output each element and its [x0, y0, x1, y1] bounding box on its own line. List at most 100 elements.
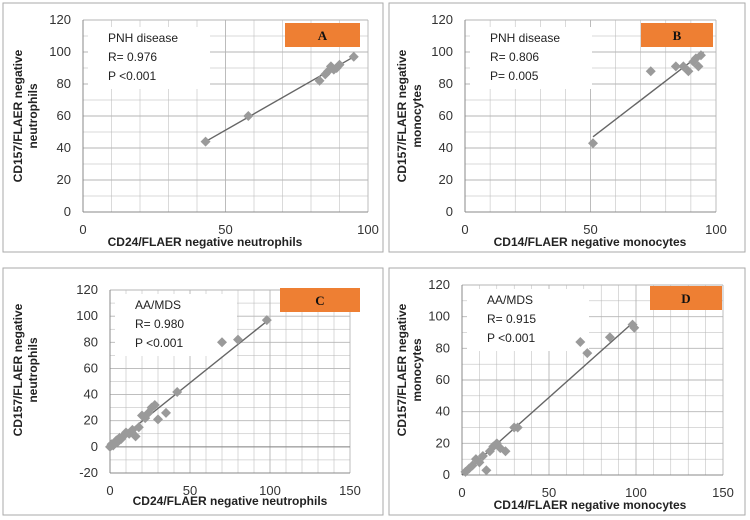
data-point: [477, 451, 488, 461]
data-point: [512, 422, 523, 433]
y-tick-label: 100: [76, 308, 98, 323]
data-point: [348, 51, 359, 62]
data-point: [243, 111, 254, 121]
y-tick-label: 100: [49, 44, 71, 59]
y-tick-label: 60: [436, 372, 450, 387]
panel-label-box: [280, 288, 360, 312]
y-tick-label: 80: [439, 76, 453, 91]
x-tick-label: 0: [106, 483, 113, 498]
stats-annotation: R= 0.806: [490, 50, 539, 64]
y-tick-label: 40: [439, 140, 453, 155]
y-tick-label: 20: [57, 172, 71, 187]
x-tick-label: 150: [712, 485, 734, 500]
y-axis-title-line: neutrophils: [26, 337, 40, 403]
y-tick-label: 80: [84, 334, 98, 349]
x-axis-title: CD14/FLAER negative monocytes: [494, 235, 687, 249]
y-axis-title-line: CD157/FLAER negative: [395, 303, 409, 436]
data-point: [161, 407, 171, 418]
data-point: [575, 337, 586, 347]
x-tick-label: 100: [625, 485, 647, 500]
y-tick-label: 40: [84, 387, 98, 402]
y-tick-label: 60: [57, 108, 71, 123]
y-tick-label: 60: [84, 360, 98, 375]
x-tick-label: 100: [705, 222, 727, 237]
panel-label-box: [641, 23, 713, 47]
y-axis-title: CD157/FLAER negative neutrophils: [11, 303, 40, 436]
y-tick-label: 20: [439, 172, 453, 187]
y-axis-title: CD157/FLAER negative neutrophils: [11, 49, 40, 182]
panel-label-box: [650, 286, 722, 310]
stats-annotation: P <0.001: [135, 336, 183, 350]
y-tick-label: 120: [428, 277, 450, 292]
y-axis-title-line: neutrophils: [26, 83, 40, 149]
stats-annotation: P= 0.005: [490, 69, 539, 83]
y-axis-title: CD157/FLAER negative monocytes: [395, 303, 424, 436]
data-point: [149, 400, 160, 411]
y-tick-label: 80: [436, 340, 450, 355]
data-point: [261, 315, 272, 326]
stats-annotation: R= 0.976: [108, 50, 157, 64]
data-point: [481, 465, 492, 476]
y-axis-title-line: monocytes: [410, 338, 424, 402]
y-tick-label: 100: [431, 44, 453, 59]
x-tick-label: 50: [542, 485, 556, 500]
data-point: [233, 334, 243, 345]
y-axis-title-line: monocytes: [410, 84, 424, 148]
x-tick-label: 0: [458, 485, 465, 500]
x-axis-title: CD24/FLAER negative neutrophils: [133, 494, 328, 508]
chart-panel-b: PNH disease R= 0.806 P= 0.005 B 0 20 40 60 80 100…: [388, 2, 746, 253]
stats-annotation: PNH disease: [108, 31, 178, 45]
stats-annotation: P <0.001: [108, 69, 156, 83]
y-tick-label: 100: [428, 309, 450, 324]
stats-annotation: PNH disease: [490, 31, 560, 45]
data-point: [645, 66, 656, 77]
y-tick-label: 120: [431, 12, 453, 27]
y-tick-label: 40: [436, 404, 450, 419]
panel-label: C: [315, 293, 324, 308]
y-tick-label: 40: [57, 140, 71, 155]
data-point: [500, 446, 511, 457]
data-point: [314, 75, 325, 86]
stats-annotation: R= 0.915: [487, 312, 536, 326]
x-tick-label: 150: [339, 483, 361, 498]
y-tick-label: 0: [91, 439, 98, 454]
stats-annotation: P <0.001: [487, 331, 535, 345]
data-point: [695, 50, 706, 61]
data-point: [130, 431, 141, 442]
stats-annotation: R= 0.980: [135, 317, 184, 331]
data-point: [334, 59, 345, 70]
y-tick-label: 20: [84, 413, 98, 428]
y-axis-title-line: CD157/FLAER negative: [395, 49, 409, 182]
data-point: [133, 422, 144, 433]
data-point: [670, 61, 681, 72]
annotation-box: [88, 27, 210, 89]
chart-panel-a: PNH disease R= 0.976 P <0.001 A 0 20 40 60 80 100…: [2, 2, 384, 253]
y-tick-label: 120: [49, 12, 71, 27]
data-point: [693, 61, 704, 72]
data-point: [588, 138, 599, 149]
data-point: [582, 348, 593, 359]
x-tick-label: 0: [79, 222, 86, 237]
annotation-box: [467, 289, 589, 351]
x-tick-label: 50: [583, 222, 597, 237]
y-tick-label: 80: [57, 76, 71, 91]
y-axis-title-line: CD157/FLAER negative: [11, 303, 25, 436]
x-tick-label: 100: [259, 483, 281, 498]
y-tick-label: 60: [439, 108, 453, 123]
y-tick-label: 120: [76, 282, 98, 297]
stats-annotation: AA/MDS: [487, 293, 533, 307]
data-point: [683, 66, 694, 77]
y-axis-title: CD157/FLAER negative monocytes: [395, 49, 424, 182]
annotation-box: [115, 294, 237, 356]
data-point: [153, 414, 163, 425]
x-axis-title: CD24/FLAER negative neutrophils: [108, 235, 303, 249]
y-axis-title-line: CD157/FLAER negative: [11, 49, 25, 182]
y-tick-label: 0: [446, 204, 453, 219]
panel-label: A: [318, 28, 328, 43]
chart-panel-d: AA/MDS R= 0.915 P <0.001 D 0 20 40 60 80 100 120 0 5…: [388, 267, 746, 516]
data-point: [629, 322, 640, 333]
y-tick-label: 0: [64, 204, 71, 219]
data-point: [604, 332, 615, 343]
y-tick-label: 20: [436, 435, 450, 450]
